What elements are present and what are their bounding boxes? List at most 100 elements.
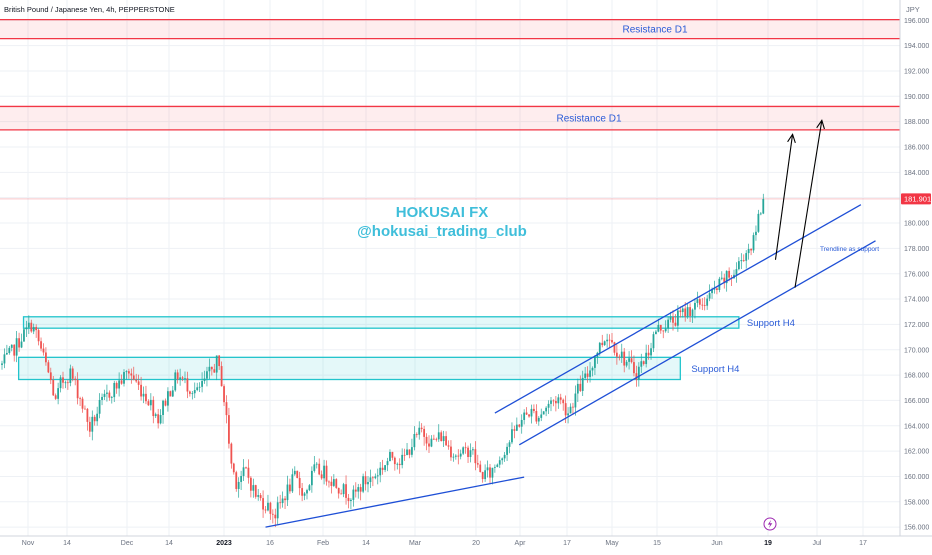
candle-body [606,339,609,342]
candle-body [86,408,89,422]
candle-body [608,339,611,341]
candle-body [235,472,238,489]
candle-body [347,497,350,502]
projection-arrows[interactable] [774,119,825,288]
x-tick-label: 17 [859,540,867,547]
candle-body [652,334,655,349]
candle-body [554,401,557,404]
candle-body [367,482,369,485]
x-tick-label: Jul [813,540,822,547]
candle-body [193,390,196,394]
y-tick-label: 188.000 [904,119,929,126]
candle-body [423,428,426,437]
candle-body [186,378,189,392]
x-tick-label: Dec [121,540,134,547]
candle-body [157,414,160,424]
candle-body [623,351,626,366]
candle-body [689,307,691,316]
candle-body [708,293,711,299]
candle-body [191,393,194,395]
candle-body [69,368,72,383]
candle-body [725,270,728,284]
trendline [265,476,525,528]
candle-body [32,327,35,332]
candle-body [259,495,262,499]
candle-body [562,399,565,404]
candle-body [71,368,74,379]
candle-body [303,493,306,496]
candle-body [716,288,718,291]
candle-body [401,454,404,466]
candle-body [408,449,411,455]
x-tick-label: Mar [409,540,422,547]
candle-body [354,489,357,492]
candle-body [674,322,677,326]
support-upper-label: Support H4 [747,318,795,329]
candle-body [413,433,416,448]
candle-body [120,380,123,384]
candle-body [393,457,396,465]
candle-body [735,269,738,275]
candle-body [345,484,347,498]
candle-body [467,447,469,457]
candle-body [357,487,360,492]
trendlines-layer[interactable] [265,204,876,528]
candle-body [289,484,291,492]
candle-body [694,302,696,310]
candle-body [203,378,206,382]
trendline-note: Trendline as support [820,246,879,253]
y-tick-label: 176.000 [904,271,929,278]
candle-body [503,454,506,459]
resistance-lower-label: Resistance D1 [556,114,621,125]
price-axis[interactable]: 196.000 194.000 192.000 190.000 188.000 186.0… [899,0,929,536]
time-axis[interactable]: Nov 14 Dec 14 2023 16 Feb 14 Mar 20 Apr 17 May 15 Jun 1… [0,535,932,547]
axis-unit-label: JPY [906,5,920,14]
candle-body [335,479,338,488]
candle-body [415,433,418,435]
candle-body [342,484,345,495]
candle-body [662,330,665,332]
candle-body [557,397,560,404]
x-tick-label: 17 [563,540,571,547]
y-tick-label: 158.000 [904,499,929,506]
candle-body [5,352,8,355]
x-tick-label: 14 [362,540,370,547]
candle-body [96,413,99,422]
candle-body [747,249,750,254]
candle-body [118,380,121,389]
candle-body [637,366,640,380]
candle-body [442,436,445,442]
candle-body [428,443,430,447]
candle-body [54,395,57,399]
candle-body [435,438,438,440]
candle-body [520,419,523,427]
candle-body [232,463,235,473]
candle-body [108,392,111,398]
candle-body [508,442,511,447]
y-tick-label: 168.000 [904,373,929,380]
candle-body [254,485,257,497]
candle-body [633,362,635,374]
candle-body [328,481,330,483]
candle-body [384,465,386,470]
candle-body [386,461,389,466]
candle-body [572,406,574,408]
candle-body [237,481,240,489]
candle-body [40,341,42,349]
watermark-handle: @hokusai_trading_club [357,223,527,240]
candle-body [79,398,81,400]
candle-body [18,338,20,348]
candle-body [601,342,604,346]
candle-body [352,489,355,500]
y-tick-label: 184.000 [904,170,929,177]
candle-body [669,316,672,320]
lightning-icon[interactable] [763,517,777,531]
candle-body [276,502,279,519]
candle-body [59,377,62,389]
candle-body [47,362,50,373]
candle-body [325,465,328,482]
support-lower-label: Support H4 [691,364,739,375]
x-tick-label: 15 [653,540,661,547]
